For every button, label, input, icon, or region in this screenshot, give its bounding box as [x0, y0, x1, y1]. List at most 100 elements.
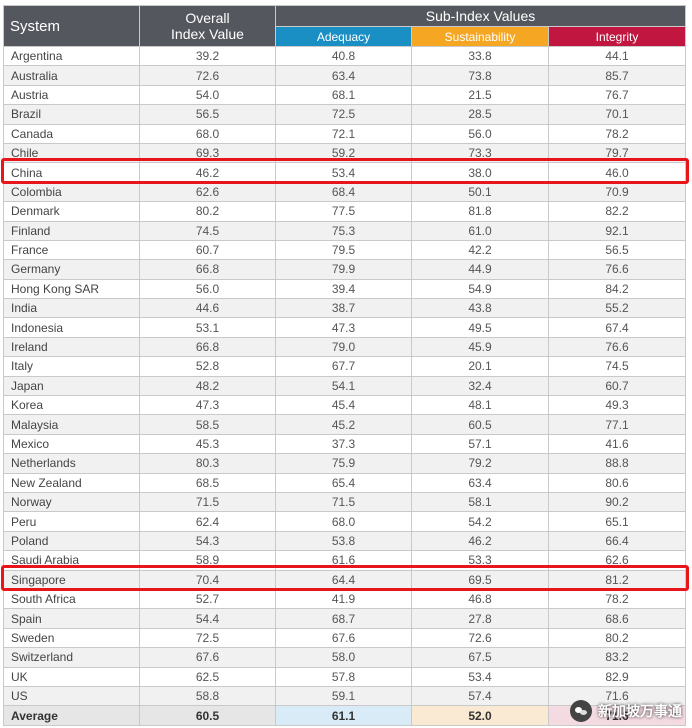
- table-row: Argentina 39.2 40.8 33.8 44.1: [3, 45, 686, 67]
- system-cell: France: [3, 239, 140, 261]
- table-row: Hong Kong SAR 56.0 39.4 54.9 84.2: [3, 278, 686, 300]
- sustainability-cell: 46.8: [411, 588, 549, 610]
- overall-cell: 45.3: [139, 433, 276, 455]
- sustainability-cell: 20.1: [411, 356, 549, 377]
- system-cell: South Africa: [3, 588, 140, 610]
- table-row: Italy 52.8 67.7 20.1 74.5: [3, 356, 686, 377]
- sustainability-cell: 46.2: [411, 530, 549, 552]
- table-row: US 58.8 59.1 57.4 71.6: [3, 685, 686, 707]
- system-cell: Singapore: [3, 569, 140, 590]
- integrity-cell: 76.6: [548, 336, 686, 358]
- sustainability-cell: 57.4: [411, 685, 549, 707]
- table-row: Indonesia 53.1 47.3 49.5 67.4: [3, 317, 686, 338]
- sustainability-cell: 56.0: [411, 123, 549, 144]
- overall-cell: 80.2: [139, 201, 276, 222]
- table-row: Germany 66.8 79.9 44.9 76.6: [3, 259, 686, 280]
- overall-cell: 71.5: [139, 491, 276, 513]
- integrity-cell: 49.3: [548, 395, 686, 416]
- table-row: Colombia 62.6 68.4 50.1 70.9: [3, 181, 686, 203]
- sustainability-cell: 57.1: [411, 433, 549, 455]
- sustainability-cell: 42.2: [411, 239, 549, 261]
- integrity-cell: 76.7: [548, 84, 686, 106]
- average-label: Average: [3, 705, 140, 727]
- overall-cell: 58.8: [139, 685, 276, 707]
- system-cell: Poland: [3, 530, 140, 552]
- table-row: Austria 54.0 68.1 21.5 76.7: [3, 84, 686, 106]
- integrity-cell: 41.6: [548, 433, 686, 455]
- system-cell: Netherlands: [3, 453, 140, 474]
- sustainability-cell: 54.2: [411, 511, 549, 532]
- sustainability-cell: 60.5: [411, 414, 549, 435]
- system-cell: Italy: [3, 356, 140, 377]
- sustainability-cell: 53.4: [411, 666, 549, 687]
- system-cell: Indonesia: [3, 317, 140, 338]
- system-cell: Norway: [3, 491, 140, 513]
- adequacy-cell: 77.5: [275, 201, 412, 222]
- table-row: Brazil 56.5 72.5 28.5 70.1: [3, 104, 686, 125]
- sustainability-cell: 73.3: [411, 142, 549, 164]
- adequacy-cell: 68.7: [275, 608, 412, 629]
- overall-cell: 56.0: [139, 278, 276, 300]
- overall-cell: 62.6: [139, 181, 276, 203]
- overall-cell: 62.4: [139, 511, 276, 532]
- integrity-cell: 46.0: [548, 162, 686, 183]
- integrity-cell: 92.1: [548, 220, 686, 241]
- overall-cell: 69.3: [139, 142, 276, 164]
- pension-index-table: System Overall Index Value Sub-Index Val…: [3, 5, 686, 727]
- overall-cell: 52.8: [139, 356, 276, 377]
- overall-cell: 54.0: [139, 84, 276, 106]
- wechat-icon: [570, 700, 592, 722]
- adequacy-cell: 79.5: [275, 239, 412, 261]
- integrity-cell: 81.2: [548, 569, 686, 590]
- watermark-text: 新加坡万事通: [598, 703, 682, 719]
- integrity-cell: 56.5: [548, 239, 686, 261]
- sustainability-cell: 73.8: [411, 65, 549, 86]
- header-sub-index: Sub-Index Values: [275, 5, 686, 27]
- system-cell: Japan: [3, 375, 140, 397]
- system-cell: Saudi Arabia: [3, 550, 140, 571]
- header-system: System: [3, 5, 140, 47]
- system-cell: Finland: [3, 220, 140, 241]
- header-sustainability: Sustainability: [411, 26, 549, 47]
- overall-cell: 52.7: [139, 588, 276, 610]
- overall-cell: 54.3: [139, 530, 276, 552]
- sustainability-cell: 48.1: [411, 395, 549, 416]
- system-cell: Germany: [3, 259, 140, 280]
- integrity-cell: 88.8: [548, 453, 686, 474]
- adequacy-cell: 59.1: [275, 685, 412, 707]
- table-row: Australia 72.6 63.4 73.8 85.7: [3, 65, 686, 86]
- adequacy-cell: 72.5: [275, 104, 412, 125]
- adequacy-cell: 67.6: [275, 627, 412, 649]
- table-row: South Africa 52.7 41.9 46.8 78.2: [3, 588, 686, 610]
- average-sustainability: 52.0: [411, 705, 549, 727]
- table-row: Finland 74.5 75.3 61.0 92.1: [3, 220, 686, 241]
- adequacy-cell: 71.5: [275, 491, 412, 513]
- table-row: Singapore 70.4 64.4 69.5 81.2: [3, 569, 686, 590]
- overall-cell: 58.9: [139, 550, 276, 571]
- system-cell: Korea: [3, 395, 140, 416]
- system-cell: Australia: [3, 65, 140, 86]
- overall-cell: 44.6: [139, 298, 276, 319]
- sustainability-cell: 43.8: [411, 298, 549, 319]
- system-cell: Argentina: [3, 45, 140, 67]
- watermark: 新加坡万事通: [570, 700, 682, 722]
- sustainability-cell: 44.9: [411, 259, 549, 280]
- integrity-cell: 70.9: [548, 181, 686, 203]
- adequacy-cell: 68.0: [275, 511, 412, 532]
- system-cell: Chile: [3, 142, 140, 164]
- overall-cell: 60.7: [139, 239, 276, 261]
- integrity-cell: 85.7: [548, 65, 686, 86]
- overall-cell: 66.8: [139, 336, 276, 358]
- adequacy-cell: 39.4: [275, 278, 412, 300]
- integrity-cell: 67.4: [548, 317, 686, 338]
- adequacy-cell: 63.4: [275, 65, 412, 86]
- adequacy-cell: 41.9: [275, 588, 412, 610]
- table-row: Ireland 66.8 79.0 45.9 76.6: [3, 336, 686, 358]
- sustainability-cell: 28.5: [411, 104, 549, 125]
- system-cell: Ireland: [3, 336, 140, 358]
- table-row: Canada 68.0 72.1 56.0 78.2: [3, 123, 686, 144]
- table-row: Netherlands 80.3 75.9 79.2 88.8: [3, 453, 686, 474]
- header-overall: Overall Index Value: [139, 5, 276, 47]
- table-row: Mexico 45.3 37.3 57.1 41.6: [3, 433, 686, 455]
- overall-cell: 58.5: [139, 414, 276, 435]
